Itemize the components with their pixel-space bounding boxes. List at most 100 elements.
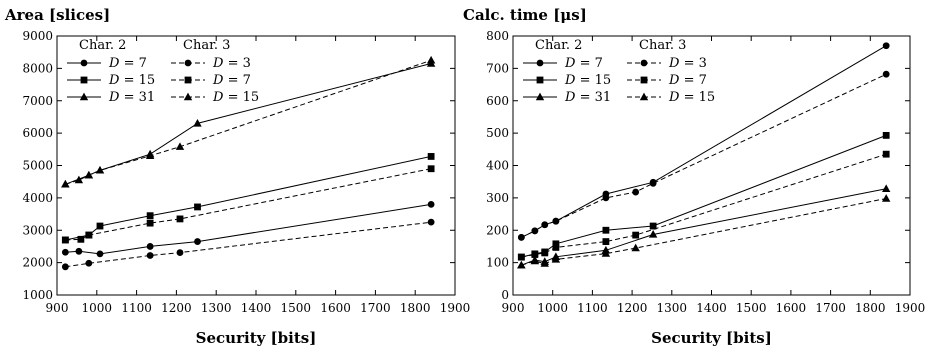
data-point xyxy=(77,235,85,243)
series-1 xyxy=(61,153,435,244)
legend-label: D = 15 xyxy=(108,73,155,88)
data-point xyxy=(882,150,890,158)
x-tick-label: 1100 xyxy=(577,301,608,315)
series-5 xyxy=(61,55,436,188)
data-point xyxy=(145,151,155,159)
y-tick-label: 8000 xyxy=(22,61,53,75)
legend-marker xyxy=(535,92,545,101)
legend-label: D = 7 xyxy=(212,73,251,88)
y-tick-label: 2000 xyxy=(22,256,53,270)
data-point xyxy=(632,231,640,239)
series-1 xyxy=(517,131,890,261)
series-4 xyxy=(517,150,890,261)
series-3 xyxy=(61,218,435,271)
series-0 xyxy=(61,200,435,258)
y-tick-label: 200 xyxy=(486,223,509,237)
data-point xyxy=(96,250,104,258)
x-tick-label: 1200 xyxy=(161,301,192,315)
data-point xyxy=(146,219,154,227)
series-line xyxy=(65,63,432,185)
y-tick-label: 300 xyxy=(486,191,509,205)
data-point xyxy=(84,170,94,179)
legend-marker xyxy=(640,76,648,84)
x-tick-label: 1600 xyxy=(776,301,807,315)
data-point xyxy=(427,165,435,173)
data-point xyxy=(175,142,185,150)
data-point xyxy=(427,200,435,208)
x-tick-label: 1800 xyxy=(400,301,431,315)
data-point xyxy=(146,243,154,250)
data-point xyxy=(194,203,201,211)
y-tick-label: 9000 xyxy=(22,29,53,43)
x-tick-label: 900 xyxy=(46,301,69,315)
chart-title: Calc. time [μs] xyxy=(463,6,587,24)
y-tick-label: 3000 xyxy=(22,223,53,237)
data-point xyxy=(631,243,640,252)
data-point xyxy=(426,55,436,64)
legend-marker xyxy=(183,92,193,101)
data-point xyxy=(61,236,69,244)
data-point xyxy=(881,184,891,193)
data-point xyxy=(531,227,539,235)
y-tick-label: 600 xyxy=(486,94,509,108)
data-point xyxy=(427,218,435,226)
x-tick-label: 1300 xyxy=(201,301,232,315)
legend-marker xyxy=(184,59,192,67)
legend-marker xyxy=(536,59,544,67)
data-point xyxy=(517,233,525,241)
legend-marker xyxy=(79,92,89,101)
x-tick-label: 1500 xyxy=(281,301,312,315)
x-tick-label: 1900 xyxy=(895,301,926,315)
series-line xyxy=(521,198,887,266)
legend: Char. 2 Char. 3 D = 7 D = 15 D = 31 D = 3 D = … xyxy=(67,38,259,105)
x-tick-label: 1200 xyxy=(617,301,648,315)
legend-marker xyxy=(184,76,192,84)
legend-label: D = 31 xyxy=(108,90,155,105)
y-tick-label: 5000 xyxy=(22,159,53,173)
data-point xyxy=(552,244,560,251)
data-point xyxy=(75,247,83,255)
data-point xyxy=(146,212,154,220)
data-point xyxy=(517,260,526,269)
series-line xyxy=(521,134,887,258)
x-tick-label: 1300 xyxy=(657,301,688,315)
legend: Char. 2 Char. 3 D = 7 D = 15 D = 31 D = 3 D = … xyxy=(523,38,715,105)
x-tick-label: 1900 xyxy=(440,301,471,315)
data-point xyxy=(61,179,70,188)
x-axis-label: Security [bits] xyxy=(196,329,317,347)
legend-label: D = 3 xyxy=(668,56,707,71)
legend-label: D = 15 xyxy=(564,73,611,88)
legend-label: D = 3 xyxy=(212,56,251,71)
legend-label: D = 15 xyxy=(668,90,715,105)
data-point xyxy=(882,70,890,78)
y-tick-label: 400 xyxy=(486,159,509,173)
data-point xyxy=(541,249,549,257)
data-point xyxy=(427,153,435,160)
legend-marker xyxy=(639,92,649,101)
data-point xyxy=(552,217,560,225)
legend-label: D = 7 xyxy=(668,73,707,88)
y-tick-label: 7000 xyxy=(22,94,53,108)
data-point xyxy=(530,256,540,265)
x-tick-label: 1800 xyxy=(855,301,886,315)
y-tick-label: 0 xyxy=(501,288,509,302)
x-tick-label: 1000 xyxy=(82,301,113,315)
data-point xyxy=(882,131,890,139)
data-point xyxy=(602,194,610,202)
area-chart-panel: Area [slices]900 1000 1100 1200 1300 1400 1500… xyxy=(4,6,470,347)
data-point xyxy=(881,194,891,202)
data-point xyxy=(146,252,154,259)
data-point xyxy=(194,238,201,245)
x-tick-label: 1600 xyxy=(320,301,351,315)
data-point xyxy=(531,251,539,258)
series-4 xyxy=(61,165,435,244)
y-tick-label: 1000 xyxy=(22,288,53,302)
y-tick-label: 800 xyxy=(486,29,509,43)
data-point xyxy=(85,231,93,239)
data-point xyxy=(601,249,611,257)
data-point xyxy=(176,215,184,223)
data-point xyxy=(74,175,84,184)
y-tick-label: 500 xyxy=(486,126,509,140)
data-point xyxy=(649,179,657,187)
